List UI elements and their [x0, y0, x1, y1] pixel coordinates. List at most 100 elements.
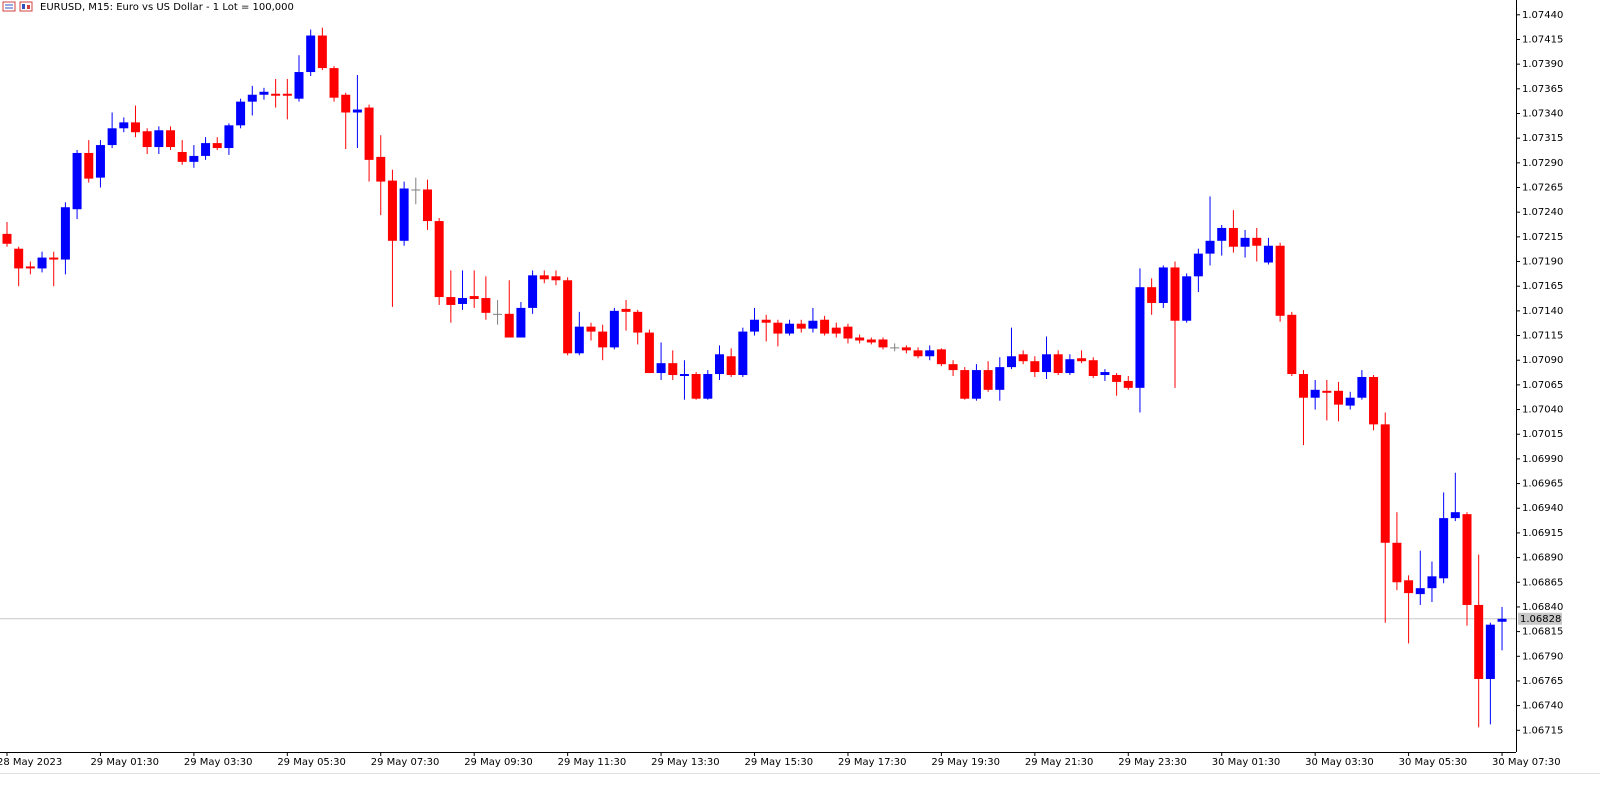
y-tick-label: 1.07190	[1522, 257, 1563, 268]
candle-body	[563, 280, 573, 354]
candle-body	[1053, 354, 1063, 374]
y-tick-label: 1.06940	[1522, 503, 1563, 514]
candle-body	[1404, 580, 1414, 594]
candle-body	[948, 364, 958, 371]
candle-body	[1380, 424, 1390, 543]
candle-body	[259, 91, 269, 95]
y-tick-label: 1.06965	[1522, 479, 1563, 490]
candle-body	[1077, 358, 1087, 362]
candle-body	[481, 298, 491, 313]
candle-body	[539, 275, 549, 280]
candle-body	[1042, 354, 1052, 373]
y-tick-label: 1.07165	[1522, 281, 1563, 292]
candle-body	[376, 156, 386, 182]
candle-body	[142, 131, 152, 148]
candle-body	[1112, 375, 1122, 382]
x-tick-label: 28 May 2023	[0, 757, 62, 768]
candle-body	[960, 370, 970, 399]
candle-body	[212, 143, 222, 149]
y-tick-label: 1.07315	[1522, 133, 1563, 144]
icon	[2, 1, 16, 12]
candle-body	[399, 188, 409, 241]
chart-title: EURUSD, M15: Euro vs US Dollar - 1 Lot =…	[40, 2, 294, 13]
x-tick-label: 29 May 03:30	[184, 757, 253, 768]
y-tick-label: 1.06815	[1522, 627, 1563, 638]
candle-body	[726, 356, 736, 376]
x-tick-label: 29 May 15:30	[745, 757, 814, 768]
candle-body	[1088, 360, 1098, 376]
candle-body	[983, 370, 993, 390]
candle-body	[1182, 276, 1192, 321]
icon-bar	[22, 4, 25, 9]
candle-body	[878, 339, 888, 348]
x-tick-label: 30 May 01:30	[1212, 757, 1281, 768]
candle-body	[761, 319, 771, 323]
candle-body	[1018, 354, 1028, 362]
candle-body	[2, 233, 12, 244]
x-tick-label: 29 May 23:30	[1118, 757, 1187, 768]
candle-body	[329, 68, 339, 98]
candle-body	[866, 339, 876, 343]
y-tick-label: 1.07065	[1522, 380, 1563, 391]
candle-body	[1334, 390, 1344, 405]
y-tick-label: 1.07440	[1522, 10, 1563, 21]
candle-body	[738, 331, 748, 376]
x-tick-label: 29 May 11:30	[558, 757, 627, 768]
y-tick-label: 1.06740	[1522, 701, 1563, 712]
candle-body	[1135, 287, 1145, 388]
y-tick-label: 1.07290	[1522, 158, 1563, 169]
candle-body	[1275, 245, 1285, 316]
x-tick-label: 29 May 21:30	[1025, 757, 1094, 768]
candle-body	[72, 152, 82, 210]
icon-bar	[27, 5, 30, 9]
candle-body	[1252, 237, 1262, 246]
y-tick-label: 1.07215	[1522, 232, 1563, 243]
candle-body	[14, 248, 24, 269]
x-tick-label: 29 May 07:30	[371, 757, 440, 768]
candle-body	[84, 152, 94, 179]
candle-body	[1415, 588, 1425, 595]
candle-body	[364, 107, 374, 160]
y-tick-label: 1.06715	[1522, 725, 1563, 736]
candle-body	[691, 374, 701, 399]
candle-body	[773, 322, 783, 334]
candle-body	[913, 350, 923, 357]
candle-body	[166, 130, 176, 148]
current-price-label: 1.06828	[1520, 614, 1561, 625]
candle-body	[1485, 624, 1495, 679]
candle-body	[49, 257, 59, 260]
candle-body	[890, 347, 900, 349]
candle-body	[1158, 267, 1168, 303]
candle-body	[1287, 314, 1297, 375]
y-tick-label: 1.07015	[1522, 429, 1563, 440]
y-tick-label: 1.07140	[1522, 306, 1563, 317]
y-tick-label: 1.06840	[1522, 602, 1563, 613]
x-tick-label: 29 May 13:30	[651, 757, 720, 768]
candle-body	[925, 350, 935, 357]
x-tick-label: 30 May 03:30	[1305, 757, 1374, 768]
candle-body	[1240, 237, 1250, 247]
y-tick-label: 1.07240	[1522, 207, 1563, 218]
candle-body	[750, 319, 760, 332]
candle-body	[1369, 376, 1379, 425]
candle-body	[1030, 361, 1040, 373]
candle-body	[633, 311, 643, 333]
title-icons	[2, 1, 33, 12]
candle-body	[130, 122, 140, 133]
candle-body	[271, 93, 281, 96]
y-tick-label: 1.07115	[1522, 331, 1563, 342]
y-tick-label: 1.07265	[1522, 183, 1563, 194]
candle-body	[1427, 576, 1437, 589]
candle-body	[971, 370, 981, 399]
candle-body	[1345, 397, 1355, 406]
candle-body	[1147, 287, 1157, 303]
candle-body	[60, 207, 70, 260]
candle-body	[25, 266, 35, 269]
icon	[19, 1, 33, 12]
candle-body	[574, 326, 584, 354]
candle-body	[177, 151, 187, 162]
candle-body	[785, 323, 795, 334]
y-tick-label: 1.06990	[1522, 454, 1563, 465]
